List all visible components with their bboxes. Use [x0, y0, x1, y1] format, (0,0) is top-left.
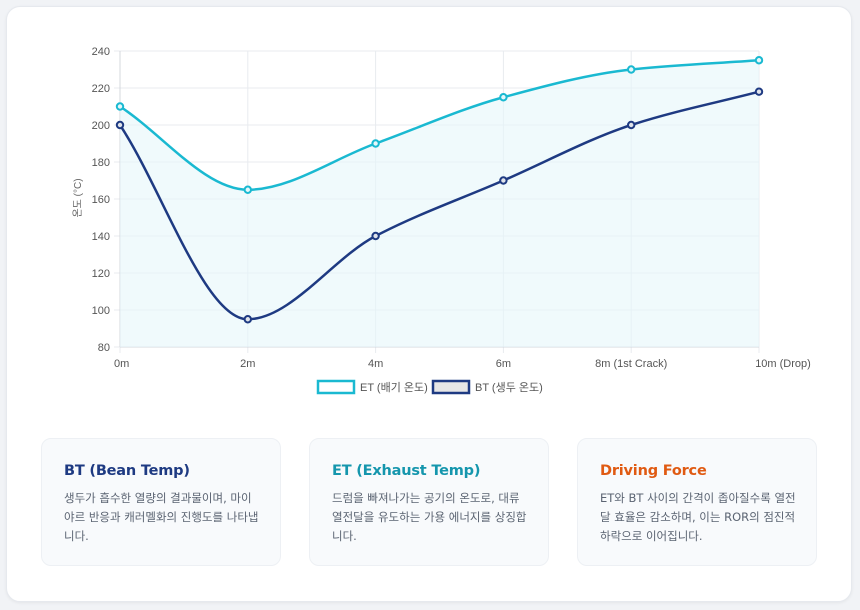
et-point	[754, 56, 764, 65]
bt-point	[754, 87, 764, 96]
bt-info-card: BT (Bean Temp) 생두가 흡수한 열량의 결과물이며, 마이야르 반…	[41, 438, 281, 566]
x-tick-label: 10m (Drop)	[755, 358, 811, 370]
legend[interactable]: ET (배기 온도) BT (생두 온도)	[316, 379, 543, 395]
driving-force-card: Driving Force ET와 BT 사이의 간격이 좁아질수록 열전달 효…	[577, 438, 817, 566]
y-tick-label: 120	[92, 268, 110, 280]
y-tick-label: 140	[92, 231, 110, 243]
y-tick-label: 220	[92, 83, 110, 95]
y-tick-labels: 80 100 120 140 160 180 200 220 240	[92, 46, 110, 354]
legend-swatch	[316, 379, 356, 395]
y-tick-label: 80	[98, 342, 110, 354]
y-tick-label: 240	[92, 46, 110, 58]
x-tick-labels: 0m 2m 4m 6m 8m (1st Crack) 10m (Drop)	[114, 358, 811, 370]
et-point	[243, 185, 253, 194]
legend-swatch	[431, 379, 471, 395]
y-tick-label: 160	[92, 194, 110, 206]
y-tick-label: 180	[92, 157, 110, 169]
legend-item-et[interactable]: ET (배기 온도)	[316, 379, 428, 395]
data-points	[115, 56, 764, 324]
et-point	[499, 93, 508, 102]
et-info-card: ET (Exhaust Temp) 드럼을 빠져나가는 공기의 온도로, 대류 …	[309, 438, 549, 566]
legend-label: ET (배기 온도)	[360, 381, 428, 394]
et-card-title: ET (Exhaust Temp)	[332, 463, 481, 479]
et-card-text: 드럼을 빠져나가는 공기의 온도로, 대류 열전달을 유도하는 가용 에너지를 …	[332, 491, 527, 543]
bt-point	[371, 231, 380, 241]
et-line	[119, 59, 760, 192]
driving-force-text: ET와 BT 사이의 간격이 좁아질수록 열전달 효율은 감소하며, 이는 RO…	[600, 491, 796, 543]
bt-point	[115, 120, 125, 130]
x-tick-label: 4m	[368, 358, 383, 370]
x-tick-label: 8m (1st Crack)	[595, 358, 667, 370]
bt-card-text: 생두가 흡수한 열량의 결과물이며, 마이야르 반응과 캐러멜화의 진행도를 나…	[64, 491, 259, 543]
bt-card-title: BT (Bean Temp)	[64, 463, 190, 479]
et-fill-area	[120, 60, 759, 347]
bt-point	[243, 315, 253, 324]
driving-force-title: Driving Force	[600, 463, 707, 479]
legend-item-bt[interactable]: BT (생두 온도)	[431, 379, 543, 395]
x-tick-label: 0m	[114, 358, 129, 370]
bt-point	[499, 176, 508, 185]
temperature-chart: 80 100 120 140 160 180 200 220 240 0m 2m 4m 6m 8m (1…	[72, 46, 811, 395]
et-point	[115, 102, 125, 111]
x-tick-label: 6m	[496, 358, 511, 370]
y-tick-label: 100	[92, 305, 110, 317]
et-area-fill	[120, 60, 759, 347]
legend-label: BT (생두 온도)	[475, 381, 543, 394]
y-tick-label: 200	[92, 120, 110, 132]
bt-point	[627, 120, 636, 130]
et-point	[371, 139, 380, 148]
x-tick-label: 2m	[240, 358, 255, 370]
y-axis-label: 온도 (°C)	[72, 178, 84, 217]
et-point	[627, 65, 636, 74]
